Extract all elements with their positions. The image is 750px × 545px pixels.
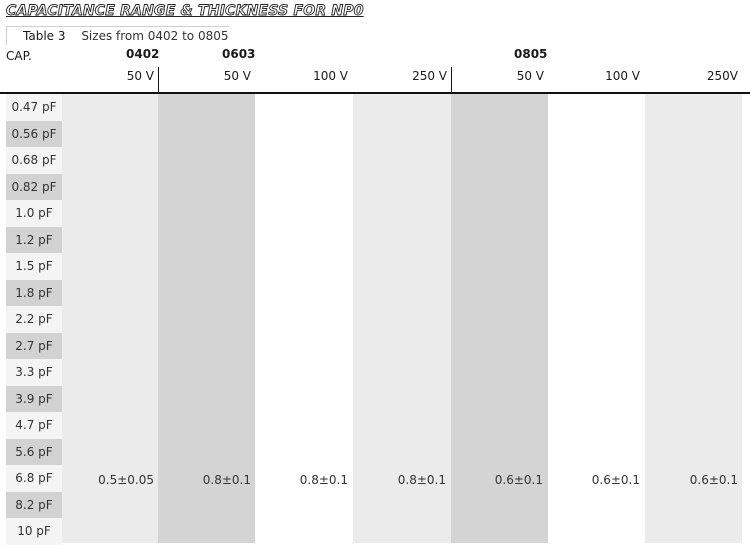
cap-row-label: 5.6 pF — [6, 438, 62, 465]
cap-row-label: 10 pF — [6, 518, 62, 545]
cap-row-label: 3.9 pF — [6, 385, 62, 412]
thickness-value: 0.8±0.1 — [299, 473, 348, 487]
column-band — [62, 94, 158, 543]
cap-row-label: 0.82 pF — [6, 173, 62, 200]
cap-row-label: 1.8 pF — [6, 279, 62, 306]
size-header-0402: 0402 — [126, 47, 160, 61]
column-band — [353, 94, 451, 543]
voltage-header: 50 V — [223, 69, 251, 83]
table-caption: Table 3 Sizes from 0402 to 0805 — [6, 26, 229, 45]
cap-row-label: 6.8 pF — [6, 465, 62, 492]
table-caption-text: Sizes from 0402 to 0805 — [81, 29, 229, 43]
thickness-value: 0.6±0.1 — [494, 473, 543, 487]
cap-row-label: 3.3 pF — [6, 359, 62, 386]
thickness-value: 0.5±0.05 — [98, 473, 154, 487]
voltage-header: 50 V — [516, 69, 544, 83]
thickness-value: 0.6±0.1 — [689, 473, 738, 487]
voltage-header: 100 V — [313, 69, 348, 83]
cap-row-label: 8.2 pF — [6, 491, 62, 518]
size-header-0603: 0603 — [222, 47, 256, 61]
column-band — [645, 94, 742, 543]
size-group-divider — [158, 67, 159, 92]
header-rule — [0, 92, 750, 94]
thickness-value: 0.8±0.1 — [397, 473, 446, 487]
cap-row-label: 2.7 pF — [6, 332, 62, 359]
voltage-header: 100 V — [605, 69, 640, 83]
voltage-header: 250V — [706, 69, 738, 83]
thickness-value: 0.6±0.1 — [591, 473, 640, 487]
column-band — [158, 94, 255, 543]
thickness-value: 0.8±0.1 — [202, 473, 251, 487]
cap-row-label: 1.2 pF — [6, 226, 62, 253]
size-group-divider — [451, 67, 452, 92]
cap-row-label: 1.0 pF — [6, 200, 62, 227]
cap-column-header: CAP. — [6, 49, 32, 63]
page-title: CAPACITANCE RANGE & THICKNESS FOR NP0 — [6, 3, 364, 20]
size-header-0805: 0805 — [514, 47, 548, 61]
cap-row-label: 1.5 pF — [6, 253, 62, 280]
voltage-header: 50 V — [126, 69, 154, 83]
column-band — [451, 94, 548, 543]
cap-row-label: 0.56 pF — [6, 120, 62, 147]
cap-row-label: 2.2 pF — [6, 306, 62, 333]
voltage-header: 250 V — [412, 69, 447, 83]
cap-row-label: 0.68 pF — [6, 147, 62, 174]
cap-row-label: 4.7 pF — [6, 412, 62, 439]
cap-row-label: 0.47 pF — [6, 94, 62, 121]
table-number: Table 3 — [23, 29, 66, 43]
